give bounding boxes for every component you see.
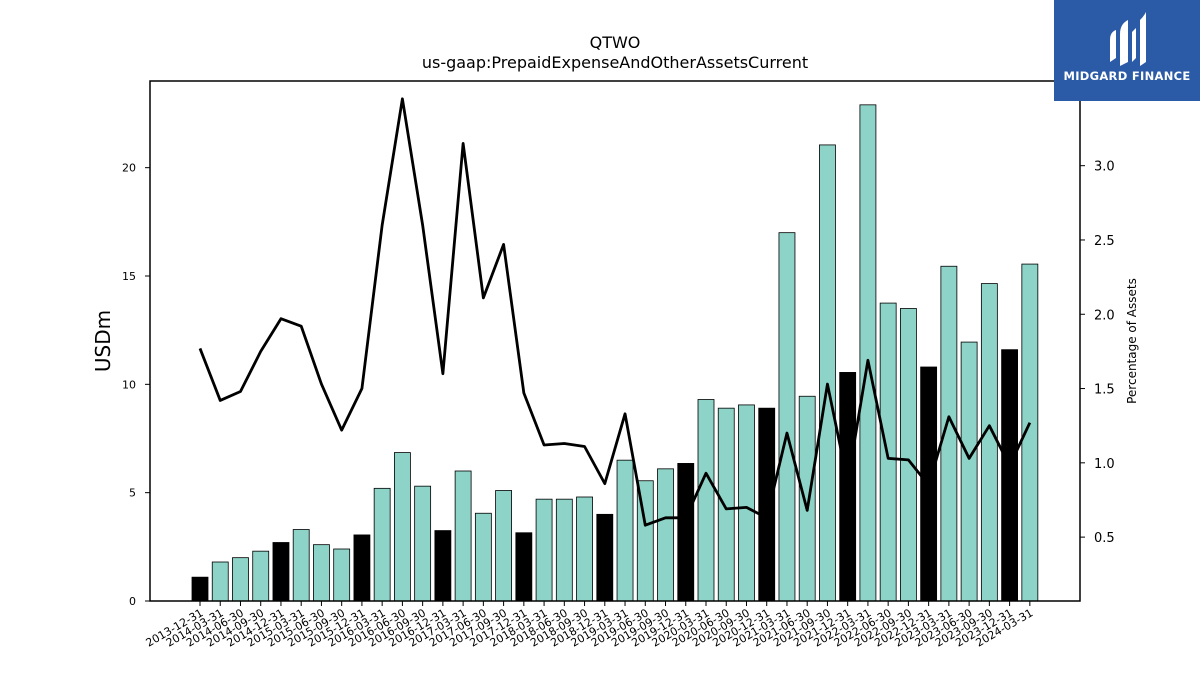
bar-2016-12-31 — [434, 530, 452, 602]
bar-2023-09-30 — [980, 283, 998, 602]
x-axis-ticks: 2013-12-312014-03-312014-06-302014-09-30… — [144, 601, 1035, 650]
y-axis-ticks: 0 5 10 15 20 — [122, 162, 150, 608]
y-axis-label: USDm — [91, 310, 115, 372]
bar-2022-03-31 — [859, 104, 877, 602]
bar-2021-12-31 — [839, 372, 857, 602]
bar-2014-12-31 — [272, 542, 290, 602]
bar-2015-03-31 — [292, 529, 310, 602]
bar-2014-06-30 — [232, 557, 249, 602]
chart-title: QTWO — [590, 33, 641, 52]
percentage-line — [198, 97, 1032, 527]
y2-tick-label: 2.0 — [1094, 308, 1115, 323]
y2-tick-label: 1.0 — [1094, 457, 1115, 472]
bar-2013-12-31 — [191, 576, 209, 602]
bar-2023-06-30 — [960, 341, 978, 602]
y-tick-label: 5 — [129, 487, 136, 500]
bar-2022-09-30 — [900, 308, 917, 602]
bar-2014-09-30 — [252, 550, 270, 602]
bar-2020-09-30 — [738, 404, 755, 602]
bars-group — [191, 104, 1039, 602]
y-tick-label: 10 — [122, 378, 136, 391]
bar-2019-09-30 — [657, 468, 674, 602]
bar-2021-09-30 — [819, 144, 836, 602]
bar-2016-06-30 — [393, 452, 411, 602]
brand-name: MIDGARD FINANCE — [1063, 69, 1191, 83]
bar-2019-03-31 — [616, 459, 634, 602]
bar-2017-12-31 — [515, 532, 533, 602]
bar-2017-03-31 — [454, 470, 472, 602]
bar-2023-12-31 — [1001, 349, 1018, 602]
y-tick-label: 15 — [122, 270, 136, 283]
y2-tick-label: 1.5 — [1094, 383, 1115, 398]
chart-subtitle: us-gaap:PrepaidExpenseAndOtherAssetsCurr… — [422, 53, 808, 72]
midgard-logo-icon — [1110, 12, 1146, 66]
y2-tick-label: 2.5 — [1094, 234, 1115, 249]
bar-2020-12-31 — [758, 407, 776, 602]
bar-2020-03-31 — [697, 399, 715, 602]
plot-frame — [149, 80, 1081, 602]
line-group — [198, 97, 1032, 527]
bar-2014-03-31 — [211, 561, 229, 602]
bar-2016-03-31 — [373, 487, 391, 602]
y2-axis-label: Percentage of Assets — [1125, 278, 1139, 404]
y-tick-label: 0 — [129, 595, 136, 608]
bar-2018-12-31 — [596, 513, 614, 602]
bar-2021-06-30 — [798, 395, 816, 602]
y2-tick-label: 0.5 — [1094, 531, 1115, 546]
bar-2019-12-31 — [677, 463, 695, 602]
bar-2015-12-31 — [353, 534, 371, 602]
brand-logo: MIDGARD FINANCE — [1054, 0, 1200, 101]
bar-2020-06-30 — [717, 407, 735, 602]
bar-2015-09-30 — [333, 548, 351, 602]
y2-tick-label: 3.0 — [1094, 160, 1115, 175]
bar-2015-06-30 — [313, 544, 330, 602]
y-tick-label: 20 — [122, 162, 136, 175]
bar-2016-09-30 — [414, 485, 432, 602]
bar-2018-09-30 — [576, 496, 593, 602]
bar-2018-06-30 — [555, 498, 573, 602]
bar-2021-03-31 — [778, 232, 796, 602]
y2-axis-ticks: 0.5 1.0 1.5 2.0 2.5 3.0 — [1080, 160, 1115, 546]
bar-2018-03-31 — [535, 498, 553, 602]
bar-2017-09-30 — [495, 490, 513, 602]
bar-2017-06-30 — [474, 512, 492, 602]
